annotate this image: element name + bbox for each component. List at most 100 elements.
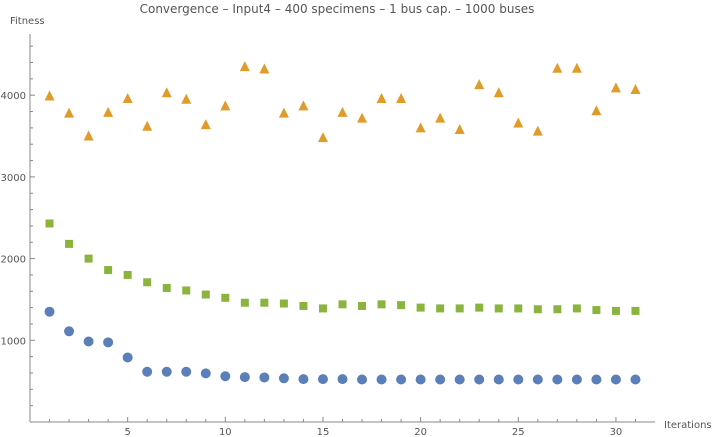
circle-point [220, 371, 231, 382]
circle-point [298, 374, 309, 385]
triangle-point [161, 87, 172, 98]
y-tick-label: 2000 [1, 255, 26, 266]
y-tick-label: 1000 [1, 336, 26, 347]
square-point [494, 304, 503, 313]
triangle-point [571, 62, 582, 73]
square-point [416, 303, 425, 312]
circle-point [103, 337, 114, 348]
triangle-point [493, 87, 504, 98]
triangle-point [610, 82, 621, 93]
square-point [338, 300, 347, 309]
square-point [631, 306, 640, 315]
triangle-point [415, 122, 426, 133]
triangle-point [454, 124, 465, 135]
circle-point [64, 326, 75, 337]
circle-point [474, 374, 485, 385]
triangle-point [435, 112, 446, 123]
triangle-point [142, 120, 153, 131]
triangle-point [44, 90, 55, 101]
circle-point [259, 372, 270, 383]
triangle-point [532, 125, 543, 136]
square-point [318, 304, 327, 313]
triangle-point [239, 61, 250, 72]
triangle-point [591, 105, 602, 116]
square-point [84, 254, 93, 263]
x-tick-label: 15 [317, 427, 330, 437]
square-point [358, 301, 367, 310]
square-point [221, 293, 230, 302]
circle-point [454, 374, 465, 385]
circle-point [181, 366, 192, 377]
triangle-point [64, 107, 75, 118]
x-tick-label: 10 [219, 427, 232, 437]
y-axis-label: Fitness [10, 16, 45, 27]
circle-point [83, 336, 94, 347]
circle-point [376, 374, 387, 385]
square-point [260, 298, 269, 307]
circle-point [415, 374, 426, 385]
square-point [182, 286, 191, 295]
circle-point [337, 374, 348, 385]
circle-point [493, 374, 504, 385]
y-tick-label: 3000 [1, 173, 26, 184]
square-point [592, 306, 601, 315]
x-axis-label: Iterations [664, 420, 712, 431]
circle-point [532, 374, 543, 385]
square-point [572, 304, 581, 313]
square-point [279, 299, 288, 308]
triangle-point [317, 132, 328, 143]
triangle-point [259, 63, 270, 74]
circle-point [278, 373, 289, 384]
triangle-point [278, 107, 289, 118]
triangle-point [337, 106, 348, 117]
x-tick-label: 5 [124, 427, 130, 437]
square-point [162, 284, 171, 293]
circle-point [396, 374, 407, 385]
triangle-point [200, 119, 211, 130]
circle-point [357, 374, 368, 385]
circle-point [142, 366, 153, 377]
triangle-point [552, 62, 563, 73]
square-point [123, 270, 132, 279]
square-point [299, 301, 308, 310]
triangle-point [298, 100, 309, 111]
circle-point [435, 374, 446, 385]
circle-point [630, 374, 641, 385]
square-point [611, 306, 620, 315]
triangle-point [103, 106, 114, 117]
square-point [436, 304, 445, 313]
square-point [240, 298, 249, 307]
square-point [455, 304, 464, 313]
triangle-point [474, 79, 485, 90]
axes [29, 34, 655, 423]
triangle-point [396, 92, 407, 103]
square-point [475, 303, 484, 312]
triangle-point [122, 92, 133, 103]
x-tick-label: 25 [512, 427, 525, 437]
circle-point [513, 374, 524, 385]
square-point [45, 219, 54, 228]
circle-point [317, 374, 328, 385]
circle-point [44, 306, 55, 317]
triangle-point [513, 117, 524, 128]
square-point [377, 300, 386, 309]
circle-point [610, 374, 621, 385]
circle-point [122, 352, 133, 363]
square-point [104, 266, 113, 275]
triangle-point [83, 130, 94, 141]
data-points [44, 61, 641, 385]
triangle-point [357, 112, 368, 123]
triangle-point [220, 100, 231, 111]
circle-point [200, 368, 211, 379]
square-point [143, 278, 152, 287]
circle-point [161, 366, 172, 377]
square-point [514, 304, 523, 313]
circle-point [571, 374, 582, 385]
triangle-point [376, 92, 387, 103]
x-tick-label: 30 [610, 427, 623, 437]
x-tick-label: 20 [414, 427, 427, 437]
circle-point [552, 374, 563, 385]
square-point [201, 290, 210, 299]
